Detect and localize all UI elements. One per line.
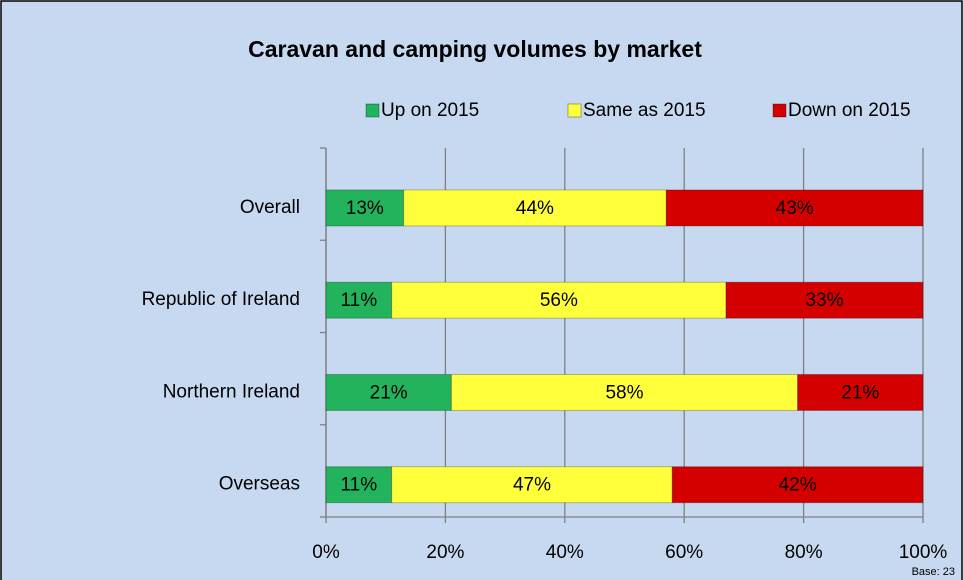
data-label: 56% xyxy=(540,290,578,311)
bar-segment xyxy=(665,189,924,227)
data-label: 42% xyxy=(779,475,817,496)
x-tick-label: 100% xyxy=(899,542,948,563)
legend-swatch xyxy=(365,103,380,118)
data-label: 58% xyxy=(605,382,643,403)
data-label: 13% xyxy=(346,198,384,219)
x-tick-label: 20% xyxy=(426,542,464,563)
data-label: 11% xyxy=(341,290,378,311)
data-label: 43% xyxy=(776,198,814,219)
y-tick-label: Northern Ireland xyxy=(163,381,300,402)
bar-segment xyxy=(450,373,799,411)
bar-segment xyxy=(725,281,924,319)
y-tick-label: Overseas xyxy=(219,474,300,495)
data-label: 33% xyxy=(805,290,843,311)
bar-segment xyxy=(671,466,924,504)
x-tick-label: 0% xyxy=(312,542,340,563)
annotation: Base: 23 xyxy=(912,566,955,578)
data-label: 21% xyxy=(841,382,879,403)
legend-swatch xyxy=(772,103,787,118)
x-tick-label: 40% xyxy=(546,542,584,563)
legend-label: Same as 2015 xyxy=(583,100,706,121)
data-label: 44% xyxy=(516,198,554,219)
bar-segment xyxy=(403,189,667,227)
bar-segment xyxy=(325,373,452,411)
x-tick-label: 80% xyxy=(785,542,823,563)
x-tick-label: 60% xyxy=(665,542,703,563)
legend-label: Down on 2015 xyxy=(788,100,911,121)
bar-segment xyxy=(325,466,393,504)
y-tick-label: Republic of Ireland xyxy=(142,289,300,310)
data-label: 11% xyxy=(341,475,378,496)
y-tick-label: Overall xyxy=(240,197,300,218)
data-label: 21% xyxy=(370,382,408,403)
bar-segment xyxy=(391,466,673,504)
bar-segment xyxy=(797,373,924,411)
legend-swatch xyxy=(567,103,582,118)
bar-segment xyxy=(325,281,393,319)
bar-segment xyxy=(391,281,727,319)
chart-title: Caravan and camping volumes by market xyxy=(248,36,702,62)
bar-segment xyxy=(325,189,405,227)
legend-label: Up on 2015 xyxy=(381,100,479,121)
data-label: 47% xyxy=(513,475,551,496)
